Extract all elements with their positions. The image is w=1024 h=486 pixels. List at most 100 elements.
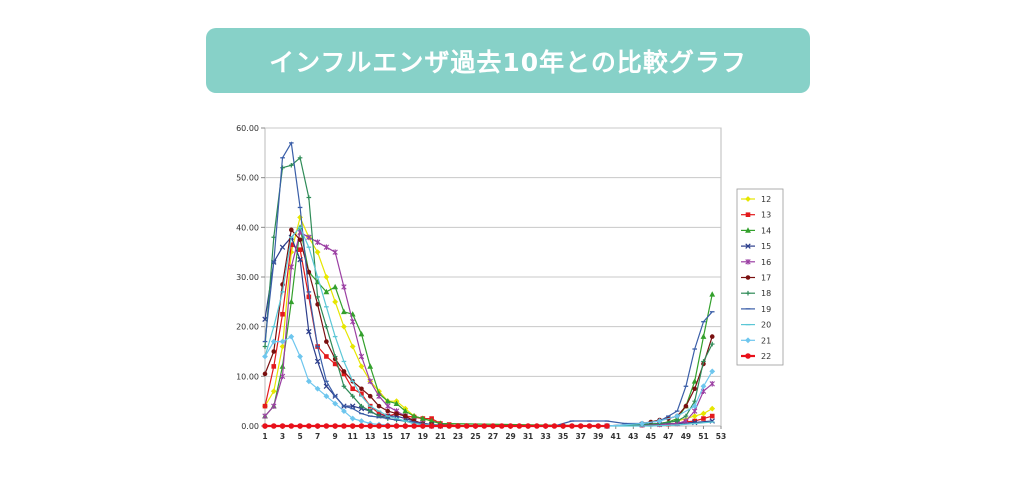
data-point (332, 400, 339, 407)
data-point (270, 338, 277, 345)
data-point (367, 363, 374, 369)
data-point (709, 291, 716, 297)
data-point (683, 418, 689, 424)
data-point (525, 423, 531, 429)
data-point (745, 290, 751, 296)
data-point (323, 423, 330, 429)
legend-label: 12 (761, 195, 771, 204)
data-point (700, 333, 707, 339)
x-tick-label: 27 (488, 432, 498, 441)
legend-label: 17 (761, 274, 771, 283)
data-point (349, 423, 356, 429)
data-point (289, 162, 294, 168)
x-tick-label: 3 (280, 432, 285, 441)
data-point (341, 423, 347, 429)
data-point (297, 247, 303, 252)
data-point (385, 403, 391, 409)
x-tick-label: 11 (347, 432, 357, 441)
data-point (279, 363, 286, 369)
data-point (745, 337, 751, 344)
data-point (306, 423, 312, 429)
data-point (472, 423, 479, 429)
data-point (358, 331, 365, 337)
data-point (288, 333, 295, 340)
data-point (324, 324, 329, 329)
x-tick-label: 5 (297, 432, 302, 441)
data-point (402, 408, 409, 414)
data-point (402, 423, 409, 429)
data-point (376, 411, 382, 416)
x-tick-label: 15 (383, 432, 393, 441)
data-point (393, 423, 400, 429)
series-line (264, 215, 713, 427)
data-point (305, 378, 312, 385)
data-point (350, 393, 355, 399)
y-tick-label: 30.00 (236, 273, 259, 282)
data-point (420, 423, 426, 429)
x-tick-label: 53 (716, 432, 726, 441)
x-tick-label: 39 (593, 432, 603, 441)
y-tick-label: 50.00 (236, 174, 259, 183)
data-point (271, 349, 277, 354)
x-tick-label: 35 (558, 432, 568, 441)
data-point (534, 423, 540, 429)
x-tick-label: 7 (315, 432, 320, 441)
data-point (324, 339, 329, 344)
data-point (297, 256, 303, 263)
data-point (367, 393, 373, 399)
data-point (691, 378, 698, 384)
data-point (341, 369, 347, 374)
data-point (745, 196, 751, 202)
data-point (323, 244, 330, 250)
chart-gridlines (264, 127, 722, 427)
data-point (280, 165, 285, 171)
data-point (341, 408, 347, 414)
legend-item-22: 22 (741, 352, 771, 361)
data-point (463, 423, 470, 429)
series-line (264, 231, 713, 427)
data-point (323, 274, 330, 280)
y-tick-label: 60.00 (236, 124, 259, 133)
y-tick-label: 0.00 (241, 422, 259, 431)
data-point (745, 212, 751, 217)
chart-legend: 12 13 14 15 16 17 18 19 20 21 22 (736, 188, 784, 366)
data-point (323, 288, 330, 295)
data-point (306, 269, 312, 275)
data-point (332, 354, 338, 359)
data-point (314, 249, 321, 256)
data-point (683, 403, 689, 409)
data-point (595, 423, 602, 429)
data-point (507, 423, 514, 429)
series-line (264, 236, 713, 427)
x-tick-label: 51 (698, 432, 708, 441)
data-point (656, 418, 663, 424)
x-tick-label: 1 (262, 432, 267, 441)
y-tick-label: 10.00 (236, 372, 259, 381)
data-point (306, 195, 312, 200)
data-point (701, 359, 706, 364)
data-point (271, 364, 277, 369)
data-point (411, 423, 417, 429)
data-point (701, 416, 706, 421)
x-tick-label: 47 (663, 432, 673, 441)
data-point (332, 361, 338, 367)
data-point (279, 423, 286, 429)
series-17 (262, 227, 715, 429)
series-19 (262, 141, 715, 427)
data-point (367, 423, 374, 429)
data-point (385, 408, 391, 414)
data-point (691, 403, 698, 410)
x-tick-label: 13 (365, 432, 375, 441)
data-point (358, 353, 365, 360)
data-point (455, 423, 461, 429)
data-point (297, 353, 303, 360)
series-13 (262, 242, 715, 429)
data-point (314, 358, 321, 365)
x-tick-label: 37 (575, 432, 585, 441)
data-point (289, 242, 294, 248)
series-line (264, 243, 713, 427)
data-point (341, 308, 347, 315)
chart-series (262, 141, 716, 429)
data-point (358, 418, 365, 424)
